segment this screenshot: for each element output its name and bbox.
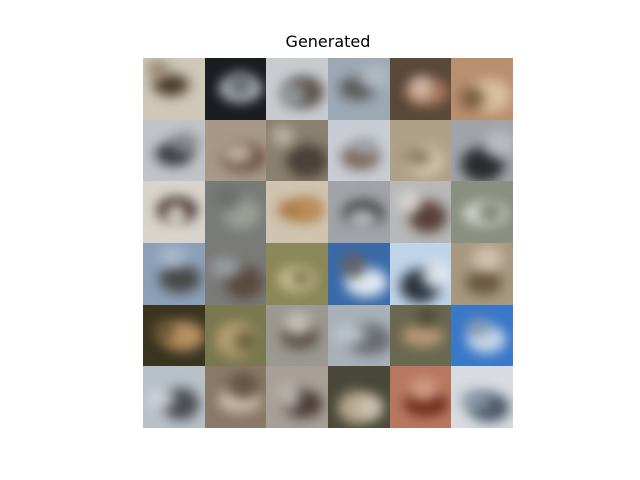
sample-background-tone (478, 202, 504, 224)
generated-sample-tile (143, 243, 205, 305)
generated-sample-tile (328, 304, 390, 367)
sample-background-tone (359, 65, 390, 90)
generated-sample-tile (266, 119, 328, 182)
sample-background-tone (221, 142, 253, 164)
sample-background-tone (147, 390, 175, 409)
generated-sample-tile (389, 181, 452, 243)
generated-sample-tile (451, 366, 513, 428)
generated-sample-tile (143, 58, 205, 120)
generated-sample-tile (204, 181, 267, 243)
sample-background-tone (165, 203, 187, 230)
generated-sample-tile (389, 58, 452, 120)
sample-background-tone (472, 246, 504, 271)
sample-subject (465, 270, 503, 295)
sample-background-tone (159, 247, 187, 267)
sample-background-tone (341, 252, 366, 279)
generated-sample-tile (204, 304, 267, 367)
sample-background-tone (284, 312, 313, 335)
sample-background-tone (347, 208, 378, 232)
generated-sample-tile (328, 119, 390, 182)
figure-title: Generated (285, 32, 371, 51)
sample-background-tone (215, 186, 241, 212)
sample-background-tone (359, 395, 384, 421)
generated-image-grid (143, 58, 513, 428)
generated-sample-tile (266, 243, 328, 305)
generated-sample-tile (389, 243, 452, 305)
sample-background-tone (296, 197, 325, 222)
generated-sample-tile (143, 181, 205, 243)
generated-sample-tile (266, 181, 328, 243)
sample-background-tone (421, 263, 450, 289)
sample-background-tone (415, 306, 438, 327)
generated-sample-tile (204, 243, 267, 305)
sample-background-tone (290, 269, 313, 287)
generated-sample-tile (266, 58, 328, 120)
sample-background-tone (278, 82, 307, 108)
generated-sample-tile (451, 119, 513, 182)
generated-sample-tile (389, 366, 452, 428)
generated-sample-tile (143, 119, 205, 182)
sample-background-tone (353, 136, 378, 156)
sample-background-tone (409, 76, 432, 100)
generated-sample-tile (328, 181, 390, 243)
sample-background-tone (397, 191, 420, 214)
sample-background-tone (409, 378, 438, 403)
sample-background-tone (466, 317, 492, 337)
generated-sample-tile (451, 243, 513, 305)
generated-sample-tile (266, 366, 328, 428)
generated-sample-tile (143, 304, 205, 367)
generated-sample-tile (451, 181, 513, 243)
generated-sample-tile (204, 58, 267, 120)
sample-background-tone (171, 131, 199, 154)
generated-sample-tile (328, 243, 390, 305)
sample-background-tone (153, 318, 175, 343)
generated-sample-tile (143, 366, 205, 428)
generated-sample-tile (266, 304, 328, 367)
sample-background-tone (272, 125, 295, 146)
sample-background-tone (209, 258, 241, 277)
generated-sample-tile (204, 119, 267, 182)
sample-background-tone (460, 389, 492, 413)
generated-sample-tile (451, 304, 513, 367)
sample-background-tone (147, 60, 169, 78)
sample-background-tone (227, 373, 259, 401)
sample-subject (159, 265, 201, 293)
sample-background-tone (460, 87, 486, 110)
generated-sample-tile (204, 366, 267, 428)
generated-sample-tile (389, 119, 452, 182)
sample-subject (401, 324, 444, 347)
generated-sample-tile (389, 304, 452, 367)
sample-background-tone (278, 384, 301, 411)
sample-background-tone (484, 130, 513, 158)
sample-background-tone (335, 323, 366, 345)
sample-background-tone (227, 71, 253, 98)
generated-sample-tile (328, 58, 390, 120)
sample-subject (286, 143, 328, 178)
generated-sample-tile (328, 366, 390, 428)
sample-subject (153, 74, 189, 96)
sample-background-tone (233, 329, 259, 353)
generated-sample-tile (451, 58, 513, 120)
sample-background-tone (403, 147, 432, 166)
